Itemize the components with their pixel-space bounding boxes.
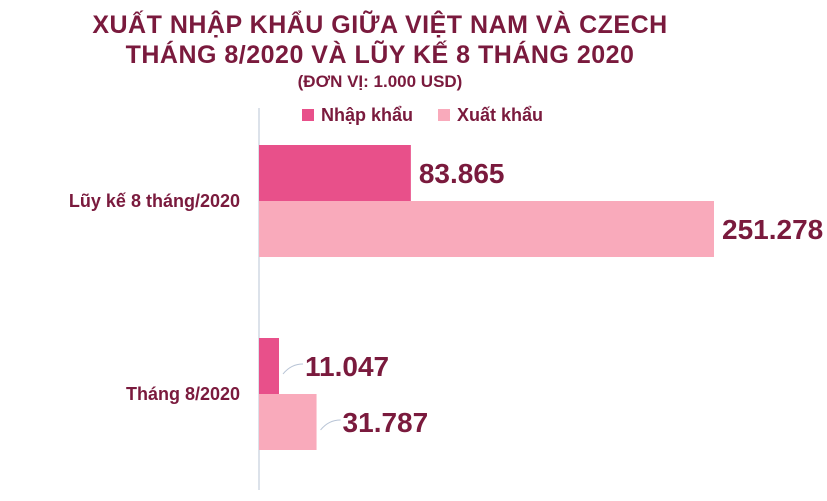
chart-title-line-1: XUẤT NHẬP KHẨU GIỮA VIỆT NAM VÀ CZECH	[92, 11, 668, 39]
chart-title-line-2: THÁNG 8/2020 VÀ LŨY KẾ 8 THÁNG 2020	[125, 41, 635, 69]
bar-2-1	[259, 201, 714, 257]
leader-line-2-2	[320, 419, 341, 431]
chart-subtitle: (ĐƠN VỊ: 1.000 USD)	[297, 72, 463, 91]
bar-1-2	[259, 338, 280, 394]
bar-1-1	[259, 145, 411, 201]
category-label-2: Tháng 8/2020	[126, 384, 240, 404]
legend-label-1: Nhập khẩu	[321, 105, 413, 125]
data-label-2-2: 31.787	[343, 407, 429, 438]
data-label-1-1: 83.865	[419, 158, 505, 189]
chart-title: XUẤT NHẬP KHẨU GIỮA VIỆT NAM VÀ CZECH TH…	[0, 10, 760, 93]
leader-line-1-2	[282, 363, 304, 375]
category-label-1: Lũy kế 8 tháng/2020	[69, 191, 240, 211]
legend-swatch-2	[438, 109, 450, 121]
bar-2-2	[259, 394, 317, 450]
legend-swatch-1	[302, 109, 314, 121]
data-label-1-2: 11.047	[305, 351, 389, 382]
legend-label-2: Xuất khẩu	[457, 105, 543, 125]
data-label-2-1: 251.278	[722, 214, 823, 245]
